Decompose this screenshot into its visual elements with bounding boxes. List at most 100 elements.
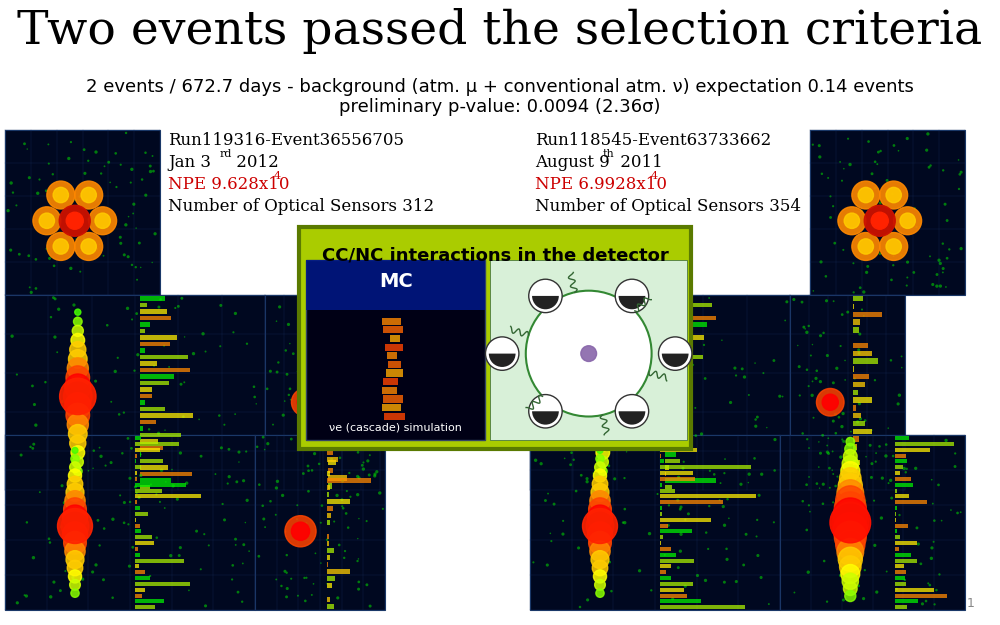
Bar: [665, 413, 675, 418]
Bar: [853, 413, 861, 419]
Point: [239, 339, 255, 349]
Bar: [780, 435, 965, 610]
Point: [751, 491, 767, 501]
Circle shape: [33, 207, 61, 235]
Point: [816, 328, 832, 338]
Point: [260, 439, 276, 449]
Point: [910, 539, 926, 549]
Point: [862, 441, 878, 451]
Bar: [140, 335, 177, 339]
Point: [141, 424, 157, 434]
Point: [578, 438, 594, 448]
Circle shape: [596, 333, 610, 347]
Bar: [326, 499, 350, 504]
Point: [813, 257, 829, 267]
Point: [563, 460, 579, 470]
Bar: [665, 478, 716, 482]
Point: [289, 514, 305, 524]
Point: [307, 548, 323, 558]
Bar: [326, 555, 330, 560]
Circle shape: [53, 239, 68, 254]
Bar: [665, 394, 690, 398]
Point: [663, 361, 679, 371]
Circle shape: [871, 213, 888, 229]
Bar: [5, 295, 265, 490]
Point: [623, 344, 639, 354]
Bar: [140, 459, 163, 463]
Point: [673, 529, 689, 539]
Point: [248, 399, 264, 409]
Point: [112, 491, 128, 501]
Point: [196, 529, 212, 539]
Circle shape: [71, 333, 85, 347]
Bar: [135, 582, 190, 586]
Bar: [135, 552, 140, 557]
Point: [116, 518, 132, 528]
Point: [28, 254, 44, 264]
Point: [543, 536, 559, 546]
Point: [102, 177, 118, 187]
Point: [935, 268, 951, 278]
Point: [279, 592, 295, 602]
Point: [49, 348, 65, 358]
Point: [927, 599, 943, 609]
Circle shape: [586, 512, 614, 540]
Point: [105, 592, 121, 602]
Circle shape: [591, 403, 615, 427]
Point: [922, 251, 938, 261]
Point: [355, 458, 371, 468]
Text: th: th: [603, 149, 615, 159]
Point: [627, 305, 643, 315]
Point: [25, 552, 41, 562]
Point: [868, 457, 884, 467]
Circle shape: [836, 486, 865, 515]
Point: [815, 479, 831, 489]
Point: [852, 414, 868, 424]
Point: [292, 396, 308, 406]
Point: [851, 581, 867, 591]
Bar: [326, 513, 331, 518]
Bar: [530, 295, 790, 490]
Bar: [895, 494, 909, 498]
Point: [172, 448, 188, 458]
Bar: [660, 471, 693, 475]
Bar: [328, 460, 336, 465]
Point: [5, 188, 21, 198]
Circle shape: [833, 512, 868, 547]
Circle shape: [589, 531, 611, 554]
Point: [801, 472, 817, 482]
Point: [886, 141, 902, 151]
Point: [820, 173, 836, 183]
Point: [851, 234, 867, 244]
Circle shape: [66, 366, 90, 389]
Bar: [665, 439, 669, 444]
Point: [847, 374, 863, 384]
Point: [56, 498, 72, 508]
Bar: [326, 471, 330, 476]
Circle shape: [81, 188, 96, 202]
Point: [31, 174, 47, 184]
Point: [565, 418, 581, 428]
Point: [558, 412, 574, 422]
Bar: [895, 454, 906, 458]
Point: [283, 394, 299, 404]
Bar: [853, 374, 869, 379]
Bar: [660, 518, 711, 522]
Bar: [140, 309, 167, 314]
Point: [842, 159, 858, 169]
Circle shape: [60, 378, 96, 414]
Text: Run118545-Event63733662: Run118545-Event63733662: [535, 132, 771, 149]
Bar: [328, 476, 347, 481]
Bar: [853, 436, 859, 442]
Circle shape: [581, 346, 597, 361]
Point: [867, 183, 883, 193]
Point: [829, 363, 845, 373]
Point: [617, 504, 633, 514]
Point: [337, 364, 353, 374]
Point: [114, 448, 130, 458]
Bar: [388, 361, 401, 368]
Point: [823, 520, 839, 530]
Point: [164, 464, 180, 474]
Point: [88, 376, 104, 386]
Point: [812, 152, 828, 162]
